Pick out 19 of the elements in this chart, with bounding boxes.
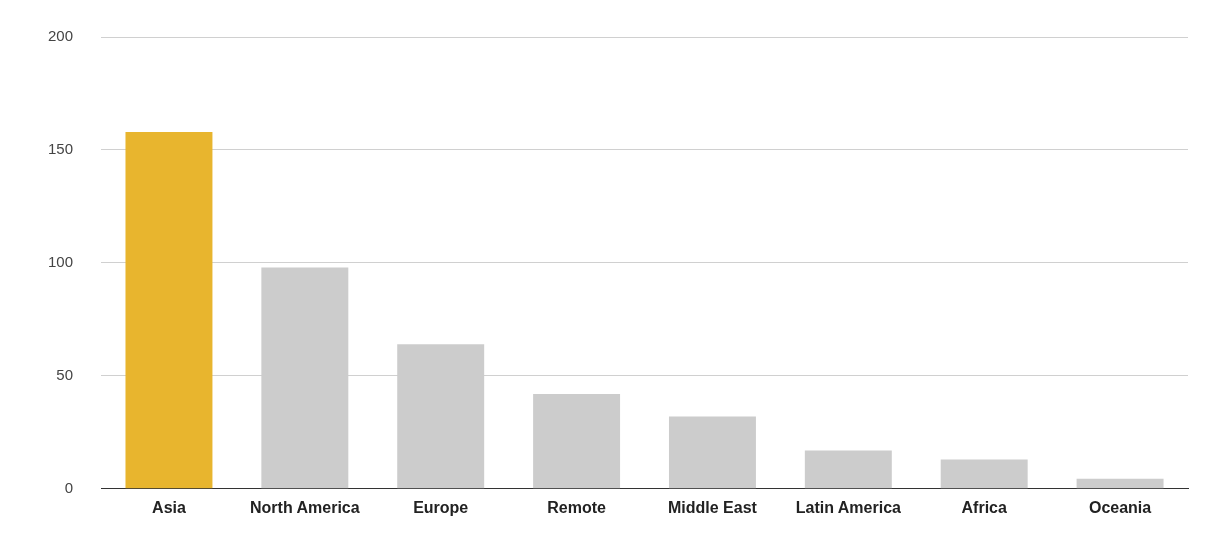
x-tick-label: North America bbox=[250, 498, 360, 516]
y-tick-label: 50 bbox=[56, 365, 74, 383]
x-tick-label: Asia bbox=[152, 498, 186, 516]
bar bbox=[125, 131, 213, 489]
y-tick-label: 0 bbox=[64, 478, 74, 496]
bar bbox=[1076, 478, 1164, 489]
x-tick-label: Europe bbox=[413, 498, 469, 516]
bar bbox=[533, 393, 621, 489]
bar bbox=[940, 459, 1028, 489]
x-tick-label: Oceania bbox=[1088, 498, 1152, 516]
bar bbox=[668, 416, 756, 489]
y-tick-label: 100 bbox=[48, 253, 74, 271]
y-tick-label: 200 bbox=[48, 27, 74, 45]
x-tick-label: Remote bbox=[547, 498, 607, 516]
y-tick-label: 150 bbox=[48, 140, 74, 158]
x-tick-label: Africa bbox=[961, 498, 1007, 516]
x-tick-label: Middle East bbox=[668, 498, 758, 516]
x-tick-label: Latin America bbox=[795, 498, 902, 516]
bar bbox=[804, 450, 892, 489]
